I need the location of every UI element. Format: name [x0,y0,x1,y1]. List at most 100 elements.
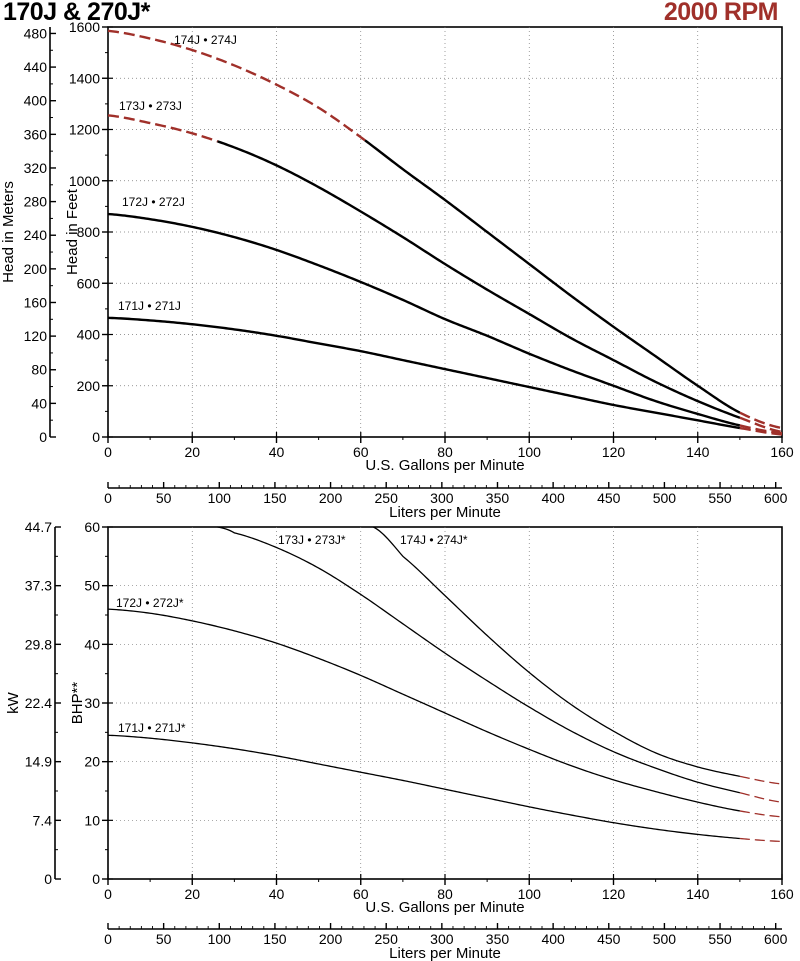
series-label: 172J • 272J* [116,596,184,610]
y2-tick-label: 480 [24,25,48,41]
y-tick-label: 1400 [69,70,100,86]
x-tick-label: 140 [686,444,710,460]
x2-tick-label: 450 [597,931,621,947]
y-tick-label: 200 [77,378,101,394]
curve-174j-274j-dashed [107,29,366,142]
curve-174j-274j [364,139,741,414]
x-tick-label: 160 [770,444,794,460]
y-tick-label: 1000 [69,173,100,189]
x2-tick-label: 600 [764,490,788,506]
x-tick-label: 160 [770,886,794,902]
curve-173j-273j-dashed [107,114,218,143]
rpm-label: 2000 RPM [663,0,779,26]
y2-tick-label: 320 [24,160,48,176]
x2-tick-label: 200 [319,490,343,506]
y2-axis-label: kW [5,691,22,714]
x2-tick-label: 150 [263,931,287,947]
y2-tick-label: 120 [24,328,48,344]
x-tick-label: 60 [353,886,369,902]
curve-174j-274j- [373,526,741,777]
x2-tick-label: 400 [541,931,565,947]
curve-172j-272j-dashed [739,424,783,435]
curve-173j-273j [217,140,741,419]
x-tick-label: 100 [518,444,542,460]
y2-tick-label: 400 [24,93,48,109]
x2-tick-label: 350 [486,490,510,506]
y2-tick-label: 440 [24,59,48,75]
x2-tick-label: 300 [430,490,454,506]
x-axis-label: U.S. Gallons per Minute [365,899,524,916]
x-tick-label: 60 [353,444,369,460]
x2-axis-label: Liters per Minute [389,504,501,521]
x2-tick-label: 350 [486,931,510,947]
y2-tick-label: 44.7 [25,519,52,535]
series-label: 174J • 274J [174,33,237,47]
y2-tick-label: 7.4 [33,812,53,828]
y2-tick-label: 80 [31,362,47,378]
chart-title: 170J & 270J* [3,0,150,26]
x2-axis-label: Liters per Minute [389,945,501,961]
curve-172j-272j [107,212,741,427]
y-tick-label: 10 [84,812,100,828]
y-tick-label: 40 [84,636,100,652]
y2-tick-label: 22.4 [25,695,52,711]
x-tick-label: 0 [104,886,112,902]
y2-tick-label: 0 [39,429,47,445]
x-tick-label: 20 [184,886,200,902]
y2-tick-label: 29.8 [25,636,52,652]
series-label: 171J • 271J [118,299,181,313]
x-tick-label: 0 [104,444,112,460]
y-tick-label: 600 [77,275,101,291]
x-tick-label: 80 [437,886,453,902]
series-label: 174J • 274J* [400,533,468,547]
curve-174j-274j-dashed [739,411,783,430]
x2-tick-label: 100 [208,490,232,506]
x2-tick-label: 0 [104,490,112,506]
x-tick-label: 100 [518,886,542,902]
curve-171j-271j [107,316,741,430]
x2-tick-label: 250 [375,931,399,947]
series-label: 171J • 271J* [118,721,186,735]
y2-tick-label: 280 [24,194,48,210]
y-tick-label: 60 [84,519,100,535]
y-tick-label: 0 [92,429,100,445]
x2-tick-label: 0 [104,931,112,947]
x-axis-label: U.S. Gallons per Minute [365,457,524,474]
curve-171j-271j-dashed [739,426,783,436]
x2-tick-label: 200 [319,931,343,947]
curve-171j-271j--dashed [739,837,783,843]
x2-tick-label: 500 [653,931,677,947]
curve-171j-271j- [107,734,740,840]
y2-tick-label: 14.9 [25,754,52,770]
x-tick-label: 120 [602,444,626,460]
x2-tick-label: 550 [708,490,732,506]
x2-tick-label: 150 [263,490,287,506]
y-tick-label: 50 [84,578,100,594]
y2-tick-label: 37.3 [25,578,52,594]
x2-tick-label: 50 [156,931,172,947]
y2-tick-label: 200 [24,261,48,277]
y-tick-label: 0 [92,871,100,887]
y-tick-label: 1200 [69,122,100,138]
x-tick-label: 80 [437,444,453,460]
y2-axis-label: Head in Meters [0,181,17,283]
x2-tick-label: 550 [708,931,732,947]
x-tick-label: 20 [184,444,200,460]
x-tick-label: 40 [269,886,285,902]
x-tick-label: 120 [602,886,626,902]
y-tick-label: 30 [84,695,100,711]
y2-tick-label: 360 [24,126,48,142]
curve-173j-273j- [217,526,741,794]
x2-tick-label: 250 [375,490,399,506]
y2-tick-label: 40 [31,395,47,411]
curve-172j-272j--dashed [739,810,783,818]
x2-tick-label: 600 [764,931,788,947]
x2-tick-label: 300 [430,931,454,947]
y-tick-label: 800 [77,224,101,240]
y2-tick-label: 0 [44,871,52,887]
x-tick-label: 140 [686,886,710,902]
x2-tick-label: 450 [597,490,621,506]
y-tick-label: 1600 [69,19,100,35]
series-label: 172J • 272J [122,195,185,209]
